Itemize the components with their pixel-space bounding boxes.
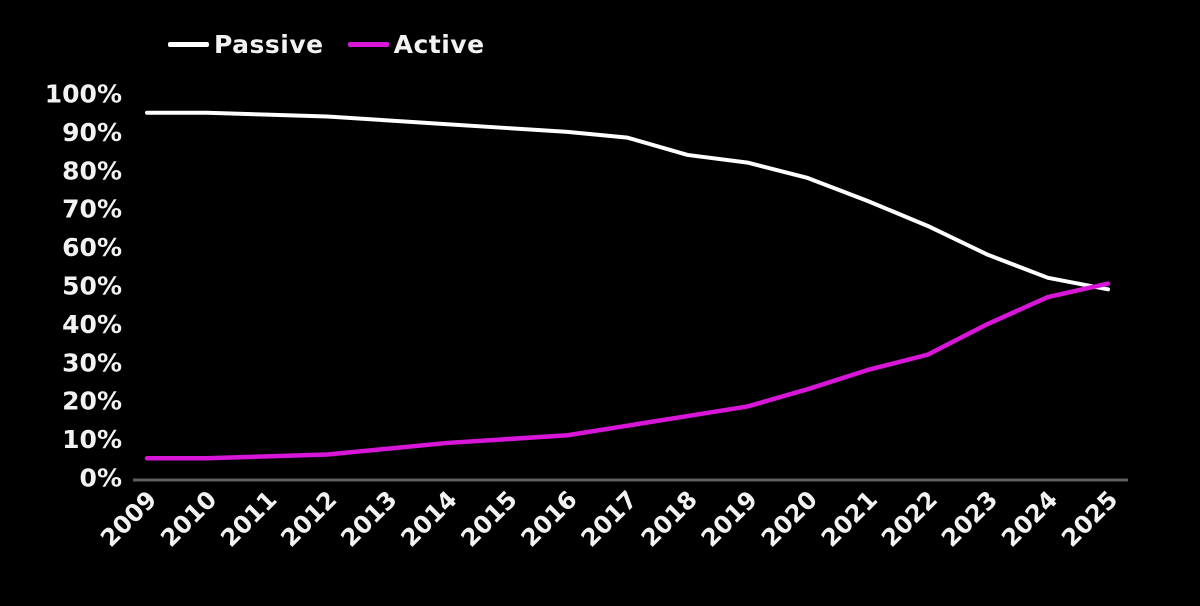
legend-label-active: Active	[393, 30, 485, 59]
y-tick-label: 60%	[62, 233, 122, 262]
x-tick-label: 2011	[215, 485, 282, 552]
y-tick-label: 70%	[62, 195, 122, 224]
x-tick-label: 2015	[456, 485, 523, 552]
x-tick-label: 2013	[335, 485, 402, 552]
x-tick-label: 2010	[155, 485, 222, 552]
x-tick-label: 2023	[936, 485, 1003, 552]
x-tick-label: 2019	[696, 485, 763, 552]
y-axis-labels: 0% 10% 20% 30% 40% 50% 60% 70% 80% 90% 100%	[45, 80, 122, 493]
x-tick-label: 2024	[996, 485, 1063, 552]
legend-label-passive: Passive	[214, 30, 324, 59]
y-tick-label: 80%	[62, 156, 122, 185]
x-tick-label: 2014	[396, 485, 463, 552]
active-line-swatch	[347, 42, 389, 47]
x-tick-label: 2012	[275, 485, 342, 552]
x-tick-label: 2022	[876, 485, 943, 552]
y-tick-label: 30%	[62, 348, 122, 377]
passive-line	[145, 110, 1110, 292]
x-tick-label: 2017	[576, 485, 643, 552]
y-tick-label: 90%	[62, 118, 122, 147]
y-tick-label: 10%	[62, 425, 122, 454]
legend: Passive Active	[168, 30, 485, 59]
y-tick-label: 20%	[62, 387, 122, 416]
y-tick-label: 50%	[62, 272, 122, 301]
active-line	[144, 281, 1111, 461]
x-tick-label: 2009	[95, 485, 162, 552]
x-tick-label: 2016	[516, 485, 583, 552]
x-tick-label: 2025	[1056, 485, 1123, 552]
x-axis-labels: 2009201020112012201320142015201620172018…	[95, 485, 1123, 552]
y-tick-label: 40%	[62, 310, 122, 339]
y-tick-label: 100%	[45, 80, 122, 109]
legend-item-active: Active	[347, 30, 485, 59]
y-tick-label: 0%	[80, 464, 122, 493]
x-tick-label: 2018	[636, 485, 703, 552]
passive-line-swatch	[168, 42, 209, 47]
x-tick-label: 2020	[756, 485, 823, 552]
legend-item-passive: Passive	[168, 30, 324, 59]
x-tick-label: 2021	[816, 485, 883, 552]
